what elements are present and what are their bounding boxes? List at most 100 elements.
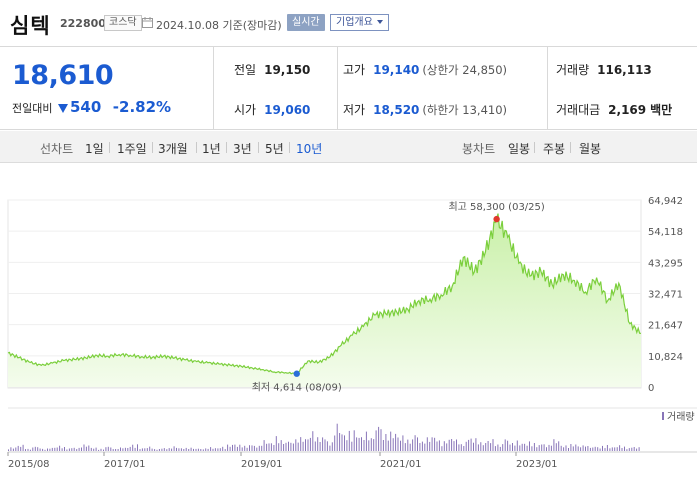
volume-bar bbox=[20, 446, 22, 451]
volume-bar bbox=[482, 445, 484, 451]
volume-bar bbox=[538, 445, 540, 451]
volume-bar bbox=[446, 443, 448, 451]
volume-bar bbox=[90, 447, 92, 451]
volume-bar bbox=[468, 439, 470, 451]
volume-bar bbox=[171, 448, 173, 451]
volume-bar bbox=[322, 437, 324, 451]
volume-bar bbox=[577, 446, 579, 451]
volume-bar bbox=[8, 449, 9, 451]
volume-bar bbox=[42, 448, 44, 451]
volume-bar bbox=[358, 437, 360, 451]
prev-close-label: 전일 bbox=[234, 63, 257, 77]
volume-label: 거래량 bbox=[556, 63, 590, 77]
tab-weekly[interactable]: 주봉 bbox=[543, 142, 566, 156]
tab-3m[interactable]: 3개월 bbox=[158, 142, 188, 156]
volume-bar bbox=[12, 448, 14, 451]
volume-bar bbox=[227, 444, 229, 451]
volume-bar bbox=[465, 441, 467, 451]
volume-bar bbox=[197, 448, 199, 451]
volume-bar bbox=[431, 437, 433, 451]
price-panel: 18,610 전일대비 540 -2.82% 전일 19,150 고가 19,140… bbox=[0, 46, 697, 130]
volume-bar bbox=[563, 447, 565, 451]
volume-bar bbox=[246, 447, 248, 451]
volume-bar bbox=[185, 447, 187, 451]
tab-5y[interactable]: 5년 bbox=[265, 142, 284, 156]
volume-bar bbox=[88, 445, 90, 451]
volume-bar bbox=[139, 449, 141, 451]
tab-3y[interactable]: 3년 bbox=[233, 142, 252, 156]
volume-bar bbox=[589, 447, 591, 451]
down-triangle-icon bbox=[57, 104, 68, 113]
volume-bar bbox=[555, 443, 557, 451]
max-marker[interactable] bbox=[493, 215, 500, 223]
volume-bar bbox=[611, 447, 613, 451]
tab-1w[interactable]: 1주일 bbox=[117, 142, 147, 156]
volume-bar bbox=[166, 449, 168, 451]
volume-bar bbox=[134, 447, 136, 451]
volume-bar bbox=[93, 448, 95, 451]
volume-bar bbox=[609, 448, 611, 451]
realtime-button[interactable]: 실시간 bbox=[287, 14, 325, 31]
volume-bar bbox=[385, 434, 387, 451]
volume-bar bbox=[278, 443, 280, 451]
volume-bar bbox=[95, 447, 97, 451]
volume-bar bbox=[378, 426, 380, 451]
volume-bar bbox=[485, 443, 487, 451]
tab-1y[interactable]: 1년 bbox=[202, 142, 221, 156]
divider bbox=[226, 142, 227, 153]
min-marker[interactable] bbox=[293, 370, 300, 377]
tab-daily[interactable]: 일봉 bbox=[508, 142, 531, 156]
volume-bar bbox=[112, 449, 114, 451]
candle-chart-label[interactable]: 봉차트 bbox=[462, 142, 496, 156]
volume-bar bbox=[98, 449, 100, 451]
volume-bar bbox=[456, 439, 457, 451]
volume-bar bbox=[470, 438, 472, 451]
y-tick-label: 10,824 bbox=[648, 352, 683, 363]
volume-bar bbox=[54, 447, 56, 451]
volume-bar bbox=[502, 444, 504, 451]
volume-bar bbox=[329, 445, 331, 451]
volume-bar bbox=[224, 449, 226, 451]
volume-bar bbox=[100, 448, 102, 451]
divider bbox=[152, 142, 153, 153]
volume-bar bbox=[543, 444, 545, 451]
min-annotation: 최저 4,614 (08/09) bbox=[252, 382, 342, 394]
x-tick-label: 2023/01 bbox=[516, 459, 558, 470]
tab-monthly[interactable]: 월봉 bbox=[579, 142, 602, 156]
upper-limit: (상한가 24,850) bbox=[422, 63, 508, 77]
volume-bar bbox=[103, 449, 104, 451]
volume-bar bbox=[487, 441, 489, 451]
price-line bbox=[7, 213, 642, 376]
volume-bar bbox=[56, 447, 58, 451]
volume-bar bbox=[580, 447, 582, 451]
volume-bar bbox=[392, 438, 394, 451]
volume-bar bbox=[156, 449, 158, 451]
volume-bar bbox=[176, 447, 177, 451]
volume-bar bbox=[273, 445, 275, 451]
volume-bar bbox=[154, 449, 156, 451]
volume-bar bbox=[137, 444, 138, 451]
open-label: 시가 bbox=[234, 103, 257, 117]
current-price: 18,610 bbox=[12, 60, 114, 91]
company-overview-dropdown[interactable]: 기업개요 bbox=[330, 14, 389, 31]
volume-bar bbox=[441, 446, 443, 451]
volume-bar bbox=[504, 439, 506, 451]
line-chart-label[interactable]: 선차트 bbox=[40, 142, 74, 156]
volume-bar bbox=[22, 444, 24, 451]
volume-bar bbox=[61, 448, 63, 451]
volume-bar bbox=[497, 444, 499, 451]
y-tick-label: 0 bbox=[648, 383, 654, 394]
volume-bar bbox=[314, 441, 316, 451]
divider bbox=[534, 142, 535, 153]
volume-bar bbox=[348, 430, 350, 451]
tab-1d[interactable]: 1일 bbox=[85, 142, 104, 156]
volume-bar bbox=[434, 437, 436, 451]
volume-bar bbox=[353, 430, 355, 451]
volume-bar bbox=[214, 448, 216, 451]
volume-bar bbox=[565, 445, 567, 451]
amount-cell: 거래대금 2,169 백만 bbox=[556, 101, 672, 118]
x-tick-label: 2019/01 bbox=[241, 459, 283, 470]
tab-10y[interactable]: 10년 bbox=[296, 142, 323, 156]
volume-bar bbox=[146, 448, 148, 451]
volume-bar bbox=[110, 447, 112, 451]
